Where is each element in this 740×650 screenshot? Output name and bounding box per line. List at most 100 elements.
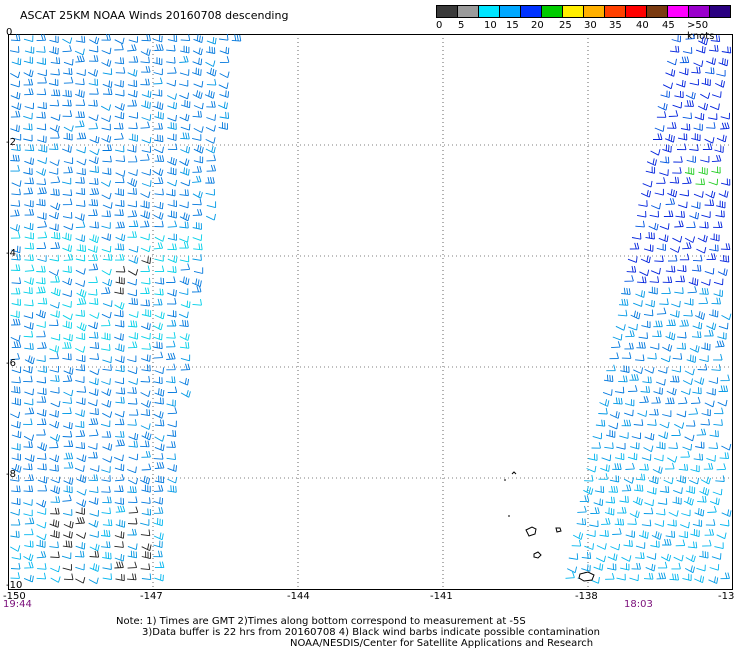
wind-barb	[680, 521, 690, 529]
wind-barb	[700, 342, 711, 351]
wind-barb	[700, 279, 711, 286]
wind-barb	[23, 574, 34, 583]
wind-barb	[50, 310, 60, 318]
wind-barb	[709, 244, 719, 252]
lat-label: -2	[6, 137, 16, 148]
wind-barb	[23, 485, 34, 493]
wind-barb	[154, 44, 164, 51]
wind-barb	[75, 576, 86, 584]
wind-barb	[192, 90, 203, 100]
wind-barb	[100, 529, 111, 537]
wind-barb	[635, 220, 645, 228]
legend-label: 40	[636, 20, 649, 31]
wind-barb	[76, 288, 87, 298]
wind-barb	[153, 484, 164, 492]
wind-barb	[23, 35, 34, 43]
wind-barb	[715, 340, 725, 348]
wind-barb	[128, 409, 139, 416]
wind-barb	[10, 572, 20, 579]
wind-barb	[714, 407, 724, 415]
wind-barb	[10, 421, 21, 429]
wind-barb	[89, 221, 99, 229]
wind-barb	[89, 563, 100, 572]
wind-barb	[36, 88, 47, 96]
wind-barb	[623, 539, 633, 547]
wind-barb	[598, 473, 608, 480]
wind-barb	[102, 68, 113, 75]
wind-barb	[635, 552, 645, 560]
wind-barb	[140, 423, 151, 430]
wind-barb	[179, 167, 190, 176]
wind-barb	[11, 318, 21, 326]
wind-barb	[128, 453, 139, 461]
wind-barb	[74, 213, 85, 222]
wind-barb	[88, 156, 99, 165]
wind-barb	[617, 309, 628, 317]
wind-barb	[633, 484, 644, 492]
wind-barb	[75, 420, 85, 429]
wind-barb	[63, 132, 73, 141]
wind-barb	[656, 572, 667, 580]
wind-barb	[23, 167, 33, 175]
wind-barb	[709, 497, 720, 506]
wind-barb	[76, 146, 87, 154]
wind-barb	[153, 298, 163, 306]
wind-barb	[167, 133, 177, 141]
wind-barb	[36, 198, 46, 207]
wind-barb	[663, 477, 674, 485]
wind-barb	[717, 268, 728, 277]
wind-barb	[647, 352, 657, 360]
wind-barb	[24, 407, 35, 415]
wind-barb	[167, 157, 177, 166]
wind-barb	[101, 475, 111, 482]
wind-barb	[115, 276, 125, 285]
wind-barb	[36, 428, 46, 436]
wind-barb	[10, 310, 20, 319]
wind-barb	[599, 399, 610, 407]
wind-barb	[692, 519, 703, 527]
wind-barb	[586, 465, 597, 473]
wind-barb	[10, 545, 21, 552]
wind-barb	[595, 419, 606, 427]
wind-barb	[659, 298, 669, 305]
wind-barb	[62, 110, 73, 117]
wind-barb	[687, 541, 698, 549]
wind-barb	[11, 341, 22, 349]
wind-barb	[154, 561, 165, 569]
wind-barb	[665, 530, 676, 538]
wind-barb	[662, 82, 673, 90]
wind-barb	[154, 288, 164, 296]
wind-barb	[588, 453, 598, 461]
wind-barb	[620, 365, 630, 373]
wind-barb	[633, 367, 644, 375]
wind-barb	[101, 59, 112, 67]
wind-barb	[617, 506, 627, 514]
wind-barb	[605, 496, 616, 504]
wind-barb	[115, 573, 125, 582]
legend-swatch	[457, 5, 479, 18]
wind-barb	[10, 154, 20, 162]
wind-barb	[11, 180, 22, 187]
wind-barb	[204, 90, 215, 99]
wind-barb	[178, 288, 189, 296]
wind-barb	[114, 287, 124, 295]
wind-barb	[11, 277, 22, 284]
wind-barb	[708, 576, 719, 584]
wind-barb	[179, 189, 189, 197]
wind-barb	[205, 137, 216, 144]
wind-barb	[680, 123, 691, 131]
wind-barb	[631, 432, 642, 440]
wind-barb	[624, 399, 635, 407]
wind-barb	[711, 166, 721, 174]
wind-barb	[11, 144, 21, 152]
wind-barb	[672, 353, 683, 360]
wind-barb	[36, 396, 47, 403]
wind-barb	[87, 399, 98, 407]
wind-barb	[89, 234, 99, 244]
wind-barb	[658, 234, 669, 243]
wind-barb	[705, 67, 715, 75]
wind-barb	[635, 354, 645, 362]
wind-barb	[62, 189, 73, 196]
wind-barb	[669, 573, 679, 581]
wind-barb	[128, 169, 138, 177]
